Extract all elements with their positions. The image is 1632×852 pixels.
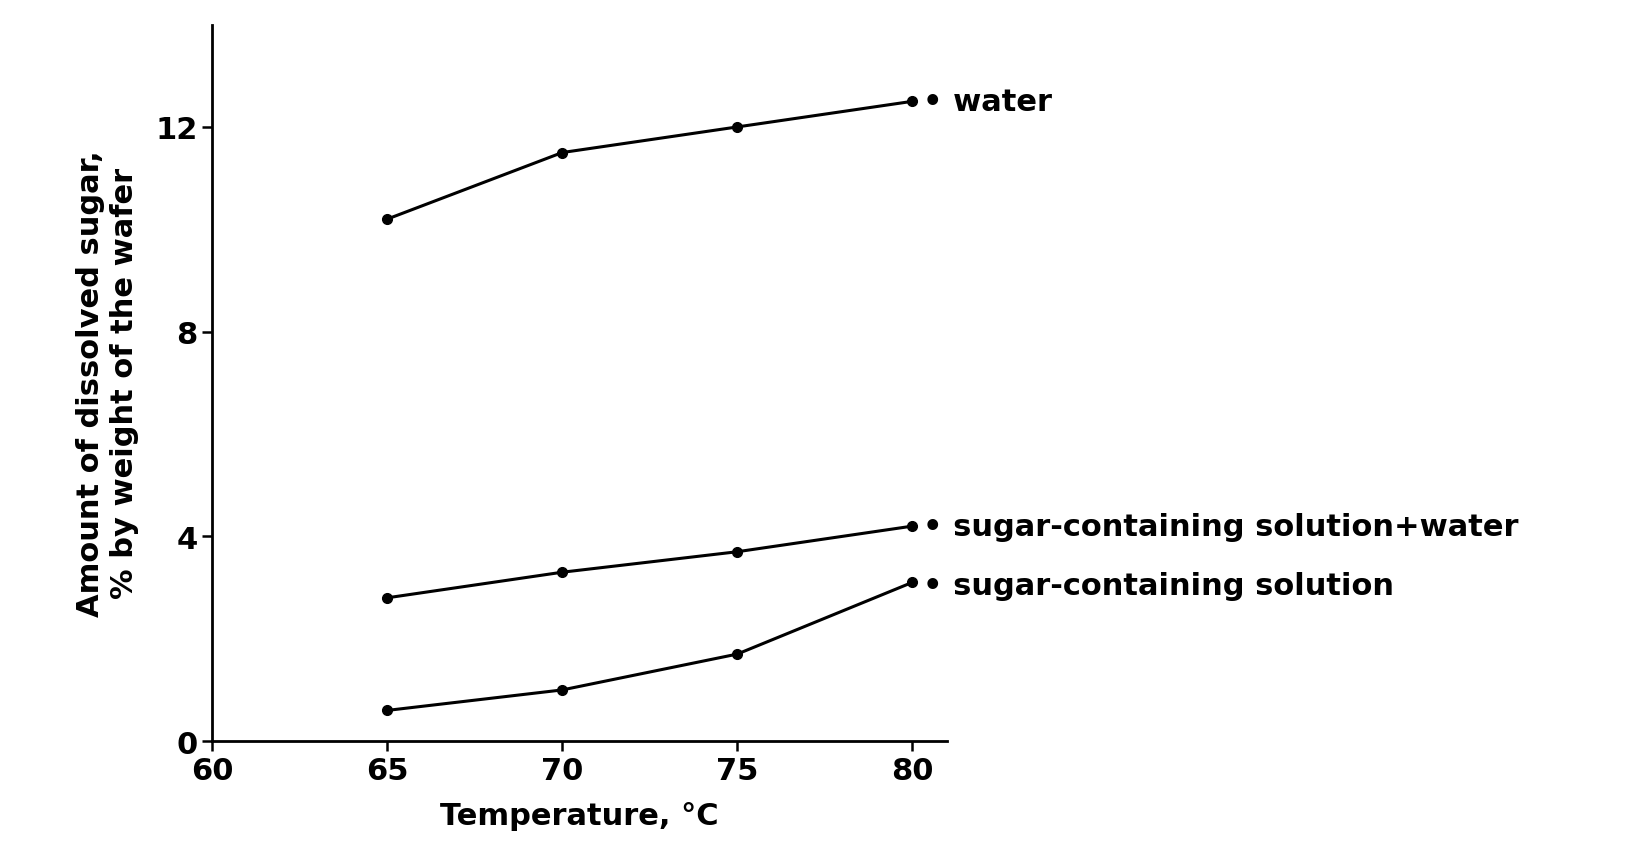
X-axis label: Temperature, °C: Temperature, °C bbox=[441, 802, 718, 831]
Text: • sugar-containing solution+water: • sugar-containing solution+water bbox=[922, 512, 1518, 541]
Y-axis label: Amount of dissolved sugar,
% by weight of the wafer: Amount of dissolved sugar, % by weight o… bbox=[77, 150, 139, 617]
Text: • sugar-containing solution: • sugar-containing solution bbox=[922, 571, 1392, 600]
Text: • water: • water bbox=[922, 88, 1051, 117]
